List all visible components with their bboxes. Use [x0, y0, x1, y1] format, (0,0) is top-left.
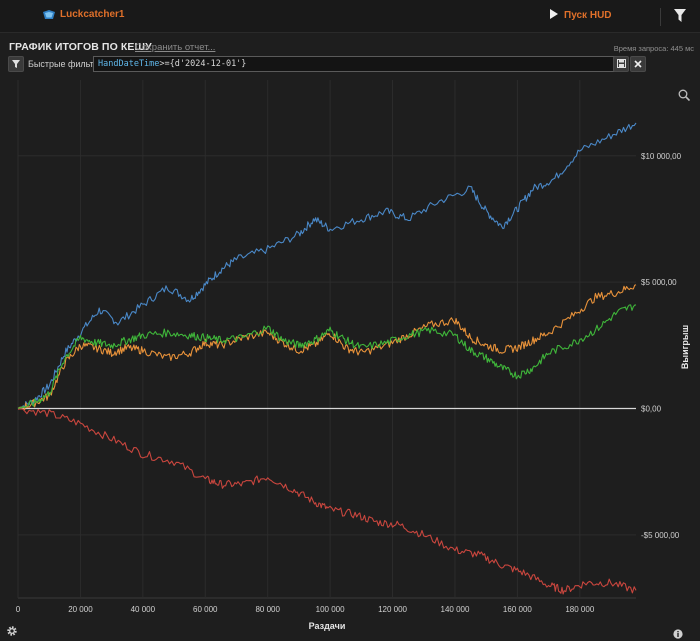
start-hud-label: Пуск HUD	[564, 10, 612, 21]
zoom-icon[interactable]	[678, 88, 691, 106]
save-report-link[interactable]: Сохранить отчет...	[135, 42, 216, 53]
series-line-orange	[17, 284, 637, 411]
top-bar: Luckcatcher1 Пуск HUD	[0, 0, 700, 33]
toolbar-divider	[660, 8, 661, 26]
filter-expression-input[interactable]: HandDateTime >={d'2024-12-01'}	[93, 56, 616, 72]
clear-filter-button[interactable]	[630, 56, 646, 72]
filter-value: >={d'2024-12-01'}	[159, 59, 247, 69]
user-account[interactable]: Luckcatcher1	[42, 9, 124, 20]
start-hud-button[interactable]: Пуск HUD	[550, 9, 612, 22]
quick-filter-button[interactable]	[8, 56, 24, 72]
x-tick-label: 140 000	[441, 605, 470, 614]
info-icon[interactable]	[673, 626, 683, 641]
query-time: Время запроса: 445 мс	[613, 44, 694, 53]
x-tick-label: 80 000	[255, 605, 280, 614]
poker-logo-icon	[42, 9, 56, 20]
floppy-disk-icon	[616, 55, 626, 73]
x-axis-label: Раздачи	[309, 621, 346, 631]
chart-grid	[17, 80, 636, 599]
x-tick-label: 120 000	[378, 605, 407, 614]
quick-filter-bar: Быстрые фильтры HandDateTime>={d'2024-12…	[8, 56, 694, 74]
y-axis-ticks: $10 000,00 $5 000,00 $0,00 -$5 000,00	[641, 152, 682, 540]
quick-filters-label: Быстрые фильтры	[28, 59, 94, 69]
y-axis-label: Выигрыш	[680, 325, 690, 369]
gear-icon[interactable]	[6, 624, 18, 641]
save-filter-button[interactable]	[613, 56, 629, 72]
x-tick-label: 0	[16, 605, 21, 614]
close-icon	[634, 55, 642, 73]
series-line-blue	[17, 122, 637, 410]
y-tick-label: $0,00	[641, 404, 662, 413]
y-tick-label: -$5 000,00	[641, 531, 680, 540]
x-tick-label: 60 000	[193, 605, 218, 614]
series-line-red	[17, 408, 637, 595]
page-title: ГРАФИК ИТОГОВ ПО КЕШУ	[9, 41, 152, 53]
x-axis-ticks: 0 20 000 40 000 60 000 80 000 100 000 120 000 1…	[16, 605, 595, 614]
chart-series	[17, 122, 637, 595]
x-tick-label: 20 000	[68, 605, 93, 614]
username-label: Luckcatcher1	[60, 9, 125, 20]
y-tick-label: $5 000,00	[641, 278, 677, 287]
play-icon	[550, 9, 558, 22]
filter-field: HandDateTime	[98, 59, 160, 69]
x-tick-label: 160 000	[503, 605, 532, 614]
y-tick-label: $10 000,00	[641, 152, 682, 161]
filter-icon[interactable]	[674, 9, 686, 28]
x-tick-label: 180 000	[565, 605, 594, 614]
filter-funnel-icon	[12, 55, 20, 73]
series-line-green	[17, 304, 637, 409]
x-tick-label: 40 000	[131, 605, 156, 614]
x-tick-label: 100 000	[316, 605, 345, 614]
